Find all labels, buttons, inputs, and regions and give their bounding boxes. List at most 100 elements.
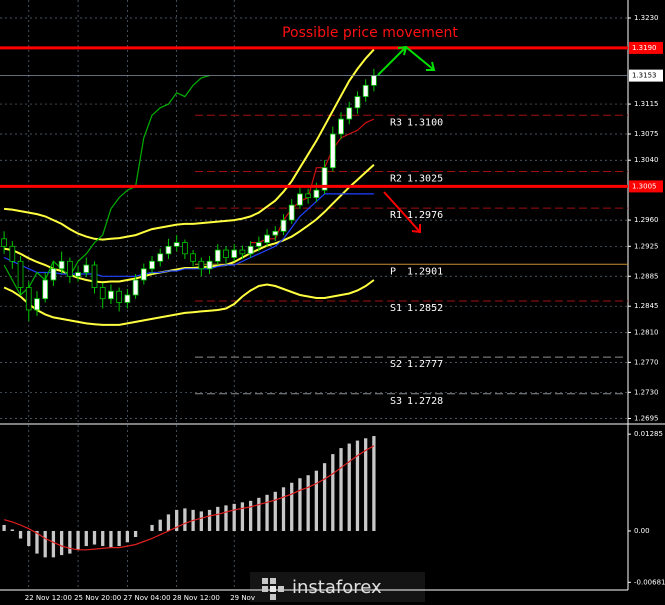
macd-bar [51,530,56,558]
macd-bar [158,519,162,531]
candle-body [157,253,164,262]
y-tick-label: 1.3115 [634,100,659,108]
y-tick-label: 1.2770 [634,358,659,366]
macd-bar [35,530,39,554]
candle-body [313,189,320,199]
candle-body [231,249,238,258]
candle-body [190,253,196,262]
indicator-line [4,48,375,241]
level-label: 1.3005 [632,182,657,190]
macd-bar [101,530,105,547]
arrow [383,191,421,233]
candle-body [338,118,344,135]
candle-body [42,279,49,300]
macd-bar [273,491,277,531]
macd-bar [347,443,351,531]
candle-body [124,294,131,303]
y-tick-label: 1.2810 [634,328,659,336]
indicator-line [3,279,375,326]
candle-body [1,238,7,247]
macd-bar [322,463,327,531]
candle-body [140,268,147,281]
arrow [405,46,435,71]
macd-bar [232,503,236,531]
indicator-line [3,75,210,296]
y-tick-label: 1.3040 [634,156,659,164]
arrow [377,46,407,76]
macd-bar [68,530,72,554]
level-marker [629,180,663,193]
macd-bar [314,470,319,531]
candle-body [34,298,40,311]
macd-bar [199,511,203,531]
macd-bar [125,530,130,543]
candle-body [182,242,188,255]
y-tick-label: 1.2845 [634,302,659,310]
candle-body [346,107,353,120]
macd-bar [84,530,88,547]
y-tick-label: 0.00 [634,527,650,535]
x-tick-label: 22 Nov 12:00 [25,594,72,602]
candle-body [214,249,221,262]
y-tick-label: 1.2695 [634,415,659,423]
y-tick-label: 1.2925 [634,242,659,250]
pivot-name: S3 [390,396,402,407]
candle-body [247,245,254,255]
price-marker [629,69,663,82]
level-label: 1.3190 [632,44,657,52]
pivot-value: 1.2777 [407,359,443,370]
macd-bar [133,530,138,538]
price-marker-label: 1.3153 [632,72,657,80]
macd-bar [331,454,335,531]
macd-bar [109,530,113,548]
macd-bar [224,505,228,531]
x-tick-label: 28 Nov 12:00 [173,594,220,602]
macd-bar [265,494,269,531]
candle-body [288,204,295,221]
indicator-line [250,118,375,244]
macd-bar [76,530,80,550]
pivot-name: S2 [390,359,402,370]
macd-bar [150,524,154,531]
pivot-value: 1.3100 [407,117,443,128]
candle-body [83,264,90,273]
macd-bar [10,529,14,531]
candle-body [280,219,287,232]
macd-bar [117,530,121,547]
macd-bar [183,508,187,531]
candle-body [362,84,369,97]
arrow-head [411,224,421,234]
candle-body [371,75,377,86]
candle-body [58,260,65,270]
pivot-name: R1 [390,210,402,221]
macd-bar [175,509,179,531]
candle-body [9,245,16,262]
candle-body [305,193,312,199]
arrow-head [426,61,436,71]
candle-body [198,260,205,270]
macd-bar [364,438,368,531]
x-tick-label: 27 Nov 04:00 [123,594,170,602]
macd-bar [257,497,261,531]
candle-body [25,287,32,311]
watermark: instaforex [292,577,382,598]
signal-line [3,445,375,551]
pivot-name: R3 [390,117,402,128]
pivot-value: 1.2901 [407,266,443,277]
indicator-line [3,193,374,277]
macd-bar [240,502,245,531]
candle-body [173,242,180,247]
candle-body [239,249,246,255]
macd-bar [59,530,64,556]
candle-body [255,242,262,247]
macd-bar [339,448,343,531]
macd-bar [43,530,47,558]
macd-bar [92,530,97,545]
annotation: Possible price movement [282,25,458,41]
macd-bar [27,530,31,547]
candle-body [91,264,98,288]
x-tick-label: 29 Nov [230,594,255,602]
x-tick-label: 25 Nov 20:00 [74,594,121,602]
candle-body [132,279,139,296]
